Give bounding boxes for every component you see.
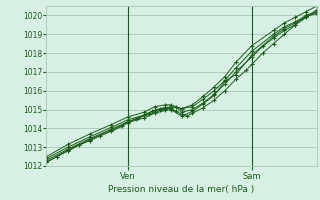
X-axis label: Pression niveau de la mer( hPa ): Pression niveau de la mer( hPa ): [108, 185, 255, 194]
